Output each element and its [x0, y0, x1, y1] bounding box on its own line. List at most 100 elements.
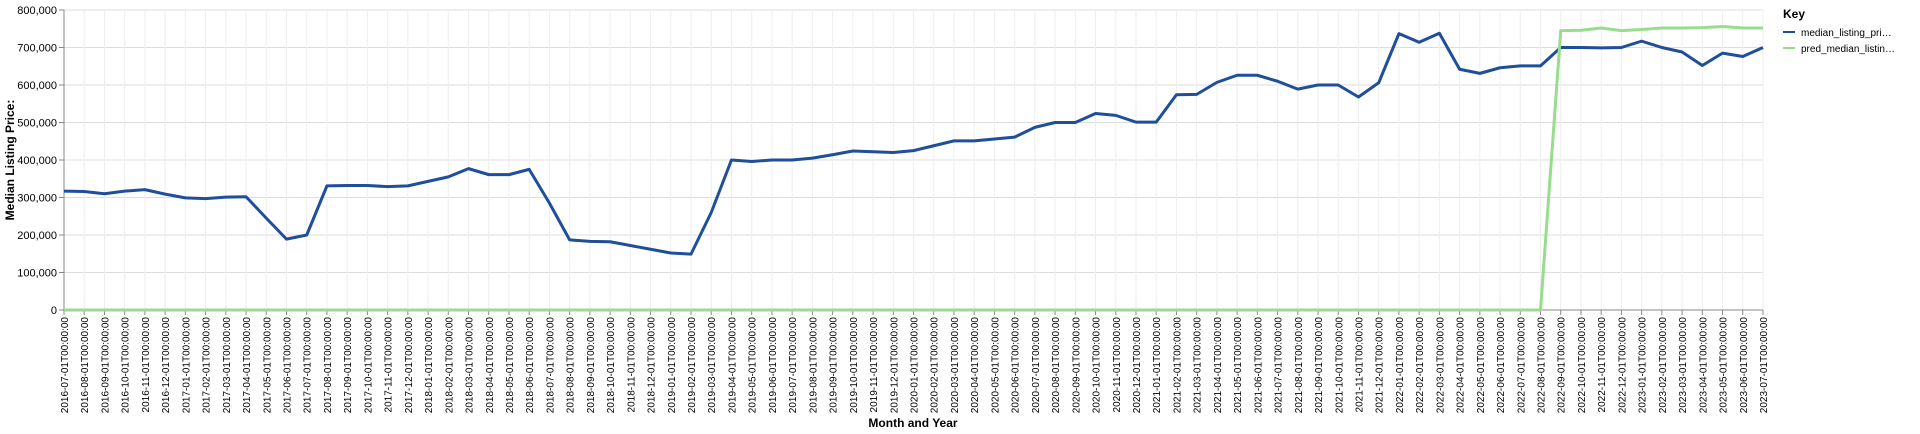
x-tick-label: 2021-07-01T00:00:00 — [1274, 317, 1285, 414]
x-tick-label: 2021-08-01T00:00:00 — [1294, 317, 1305, 414]
x-tick-label: 2020-06-01T00:00:00 — [1011, 317, 1022, 414]
y-tick-label: 500,000 — [17, 118, 57, 130]
x-tick-label: 2017-12-01T00:00:00 — [404, 317, 415, 414]
x-tick-label: 2022-03-01T00:00:00 — [1435, 317, 1446, 414]
x-tick-label: 2020-07-01T00:00:00 — [1031, 317, 1042, 414]
x-tick-label: 2017-07-01T00:00:00 — [303, 317, 314, 414]
x-tick-label: 2017-08-01T00:00:00 — [323, 317, 334, 414]
x-tick-label: 2016-10-01T00:00:00 — [121, 317, 132, 414]
x-tick-label: 2018-07-01T00:00:00 — [545, 317, 556, 414]
x-tick-label: 2023-04-01T00:00:00 — [1698, 317, 1709, 414]
x-tick-label: 2018-05-01T00:00:00 — [505, 317, 516, 414]
x-tick-label: 2022-11-01T00:00:00 — [1597, 317, 1608, 413]
x-tick-label: 2022-04-01T00:00:00 — [1456, 317, 1467, 414]
x-tick-label: 2021-12-01T00:00:00 — [1375, 317, 1386, 414]
x-tick-label: 2021-10-01T00:00:00 — [1334, 317, 1345, 414]
x-tick-label: 2019-08-01T00:00:00 — [808, 317, 819, 414]
x-tick-label: 2021-05-01T00:00:00 — [1233, 317, 1244, 414]
x-tick-label: 2019-05-01T00:00:00 — [748, 317, 759, 414]
x-tick-label: 2016-07-01T00:00:00 — [60, 317, 71, 414]
x-tick-label: 2020-01-01T00:00:00 — [910, 317, 921, 414]
y-tick-label: 800,000 — [17, 5, 57, 17]
x-tick-label: 2020-11-01T00:00:00 — [1112, 317, 1123, 413]
x-tick-label: 2023-07-01T00:00:00 — [1759, 317, 1770, 414]
x-tick-label: 2021-03-01T00:00:00 — [1193, 317, 1204, 414]
legend-label: median_listing_pri… — [1801, 28, 1892, 39]
x-tick-label: 2018-06-01T00:00:00 — [525, 317, 536, 414]
x-tick-label: 2019-03-01T00:00:00 — [707, 317, 718, 414]
x-tick-label: 2019-07-01T00:00:00 — [788, 317, 799, 414]
x-tick-label: 2020-09-01T00:00:00 — [1071, 317, 1082, 414]
x-tick-label: 2017-05-01T00:00:00 — [262, 317, 273, 414]
x-tick-label: 2018-01-01T00:00:00 — [424, 317, 435, 414]
x-tick-label: 2017-01-01T00:00:00 — [181, 317, 192, 414]
x-tick-label: 2019-01-01T00:00:00 — [667, 317, 678, 414]
x-tick-label: 2023-02-01T00:00:00 — [1658, 317, 1669, 414]
x-axis-title: Month and Year — [868, 416, 957, 430]
y-tick-label: 200,000 — [17, 230, 57, 242]
x-tick-label: 2021-01-01T00:00:00 — [1152, 317, 1163, 414]
x-tick-label: 2017-02-01T00:00:00 — [202, 317, 213, 414]
x-tick-label: 2019-12-01T00:00:00 — [889, 317, 900, 414]
x-tick-label: 2022-05-01T00:00:00 — [1476, 317, 1487, 414]
x-tick-label: 2022-07-01T00:00:00 — [1516, 317, 1527, 414]
x-tick-label: 2018-04-01T00:00:00 — [485, 317, 496, 414]
x-tick-label: 2021-11-01T00:00:00 — [1354, 317, 1365, 413]
x-tick-label: 2022-01-01T00:00:00 — [1395, 317, 1406, 414]
x-tick-label: 2016-11-01T00:00:00 — [141, 317, 152, 413]
y-tick-label: 100,000 — [17, 268, 57, 280]
x-tick-label: 2018-11-01T00:00:00 — [626, 317, 637, 413]
y-tick-label: 0 — [51, 305, 57, 317]
x-tick-label: 2017-06-01T00:00:00 — [282, 317, 293, 414]
x-tick-label: 2020-12-01T00:00:00 — [1132, 317, 1143, 414]
x-tick-label: 2018-08-01T00:00:00 — [566, 317, 577, 414]
x-tick-label: 2018-10-01T00:00:00 — [606, 317, 617, 414]
x-tick-label: 2023-01-01T00:00:00 — [1638, 317, 1649, 414]
x-tick-label: 2017-04-01T00:00:00 — [242, 317, 253, 414]
x-tick-label: 2022-10-01T00:00:00 — [1577, 317, 1588, 414]
x-tick-label: 2020-05-01T00:00:00 — [990, 317, 1001, 414]
series-line — [63, 31, 1764, 256]
y-axis-title: Median Listing Price: — [3, 100, 17, 221]
x-tick-label: 2019-10-01T00:00:00 — [849, 317, 860, 414]
y-tick-label: 600,000 — [17, 80, 57, 92]
y-tick-label: 300,000 — [17, 193, 57, 205]
x-tick-label: 2023-03-01T00:00:00 — [1678, 317, 1689, 414]
x-tick-label: 2019-06-01T00:00:00 — [768, 317, 779, 414]
x-tick-label: 2018-03-01T00:00:00 — [465, 317, 476, 414]
x-tick-label: 2021-06-01T00:00:00 — [1253, 317, 1264, 414]
x-tick-label: 2019-09-01T00:00:00 — [829, 317, 840, 414]
x-tick-label: 2022-02-01T00:00:00 — [1415, 317, 1426, 414]
x-tick-label: 2016-09-01T00:00:00 — [100, 317, 111, 414]
x-tick-label: 2017-10-01T00:00:00 — [363, 317, 374, 414]
x-tick-label: 2018-12-01T00:00:00 — [647, 317, 658, 414]
x-tick-label: 2022-06-01T00:00:00 — [1496, 317, 1507, 414]
x-tick-label: 2016-12-01T00:00:00 — [161, 317, 172, 414]
x-tick-label: 2022-08-01T00:00:00 — [1537, 317, 1548, 414]
x-tick-label: 2017-09-01T00:00:00 — [343, 317, 354, 414]
legend-title: Key — [1783, 7, 1805, 21]
x-tick-label: 2023-06-01T00:00:00 — [1739, 317, 1750, 414]
x-tick-label: 2021-04-01T00:00:00 — [1213, 317, 1224, 414]
x-tick-label: 2016-08-01T00:00:00 — [80, 317, 91, 414]
x-tick-label: 2020-10-01T00:00:00 — [1092, 317, 1103, 414]
x-tick-label: 2017-11-01T00:00:00 — [384, 317, 395, 413]
x-tick-label: 2018-02-01T00:00:00 — [444, 317, 455, 414]
x-tick-label: 2020-03-01T00:00:00 — [950, 317, 961, 414]
x-tick-label: 2023-05-01T00:00:00 — [1719, 317, 1730, 414]
legend-label: pred_median_listin… — [1801, 44, 1895, 55]
x-tick-label: 2020-04-01T00:00:00 — [970, 317, 981, 414]
x-tick-label: 2020-02-01T00:00:00 — [930, 317, 941, 414]
x-tick-label: 2017-03-01T00:00:00 — [222, 317, 233, 414]
x-tick-label: 2021-09-01T00:00:00 — [1314, 317, 1325, 414]
x-tick-label: 2022-09-01T00:00:00 — [1557, 317, 1568, 414]
x-tick-label: 2019-04-01T00:00:00 — [727, 317, 738, 414]
x-tick-label: 2020-08-01T00:00:00 — [1051, 317, 1062, 414]
y-tick-label: 700,000 — [17, 43, 57, 55]
x-tick-label: 2019-02-01T00:00:00 — [687, 317, 698, 414]
x-tick-label: 2021-02-01T00:00:00 — [1172, 317, 1183, 414]
series-line — [64, 25, 1763, 312]
x-tick-label: 2022-12-01T00:00:00 — [1617, 317, 1628, 414]
x-tick-label: 2018-09-01T00:00:00 — [586, 317, 597, 414]
